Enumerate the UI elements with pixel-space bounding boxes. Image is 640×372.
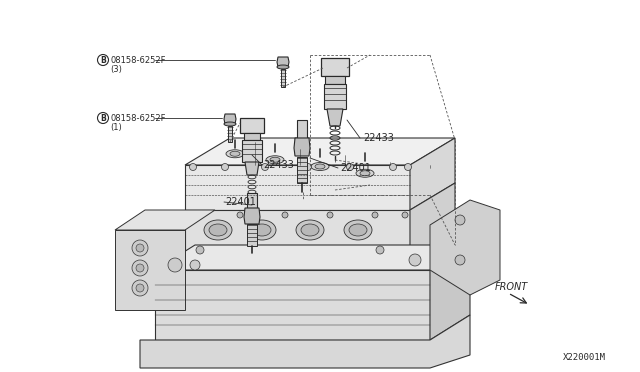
Ellipse shape <box>230 151 240 156</box>
Polygon shape <box>430 245 470 340</box>
Bar <box>247 224 257 246</box>
Circle shape <box>455 255 465 265</box>
Text: (1): (1) <box>110 122 122 131</box>
Polygon shape <box>140 315 470 368</box>
Ellipse shape <box>311 163 329 170</box>
Polygon shape <box>244 208 260 224</box>
Polygon shape <box>430 200 500 295</box>
Bar <box>321 58 349 76</box>
Ellipse shape <box>266 156 284 164</box>
Polygon shape <box>410 138 455 210</box>
Circle shape <box>376 246 384 254</box>
Circle shape <box>221 164 228 170</box>
Circle shape <box>402 262 408 268</box>
Circle shape <box>189 164 196 170</box>
Ellipse shape <box>270 157 280 162</box>
Bar <box>325 76 345 84</box>
Circle shape <box>327 262 333 268</box>
Ellipse shape <box>226 150 244 158</box>
Circle shape <box>402 212 408 218</box>
Bar <box>297 157 307 183</box>
Circle shape <box>196 246 204 254</box>
Bar <box>244 133 260 140</box>
Circle shape <box>168 258 182 272</box>
Ellipse shape <box>209 224 227 236</box>
Text: 22401: 22401 <box>225 197 256 207</box>
Circle shape <box>132 260 148 276</box>
Polygon shape <box>115 210 215 230</box>
Text: 22433: 22433 <box>263 160 294 170</box>
Circle shape <box>372 262 378 268</box>
Circle shape <box>327 212 333 218</box>
Bar <box>240 118 264 133</box>
Polygon shape <box>245 162 259 175</box>
Polygon shape <box>327 109 343 126</box>
Text: B: B <box>100 55 106 64</box>
Ellipse shape <box>315 164 325 169</box>
Circle shape <box>192 212 198 218</box>
Bar <box>281 69 285 87</box>
Ellipse shape <box>349 224 367 236</box>
Circle shape <box>409 254 421 266</box>
Polygon shape <box>410 183 455 270</box>
Circle shape <box>136 264 144 272</box>
Ellipse shape <box>224 122 236 126</box>
Circle shape <box>237 262 243 268</box>
Circle shape <box>282 262 288 268</box>
Bar <box>247 193 257 208</box>
Polygon shape <box>185 210 410 270</box>
Text: B: B <box>100 113 106 122</box>
Circle shape <box>262 164 269 170</box>
Circle shape <box>190 260 200 270</box>
Ellipse shape <box>296 220 324 240</box>
Ellipse shape <box>277 65 289 69</box>
Text: X220001M: X220001M <box>563 353 606 362</box>
Circle shape <box>192 262 198 268</box>
Ellipse shape <box>253 224 271 236</box>
Text: (3): (3) <box>110 64 122 74</box>
Ellipse shape <box>356 169 374 177</box>
Circle shape <box>404 164 412 170</box>
Circle shape <box>372 212 378 218</box>
Circle shape <box>390 164 397 170</box>
Ellipse shape <box>204 220 232 240</box>
Text: 08158-6252F: 08158-6252F <box>110 55 166 64</box>
Bar <box>297 120 307 138</box>
Circle shape <box>136 244 144 252</box>
Bar <box>242 140 262 162</box>
Circle shape <box>237 212 243 218</box>
Text: FRONT: FRONT <box>495 282 528 292</box>
Circle shape <box>132 280 148 296</box>
Text: 22433: 22433 <box>363 133 394 143</box>
Circle shape <box>132 240 148 256</box>
Polygon shape <box>185 138 455 165</box>
Circle shape <box>305 164 312 170</box>
Text: 08158-6252F: 08158-6252F <box>110 113 166 122</box>
Polygon shape <box>155 270 430 340</box>
Ellipse shape <box>301 224 319 236</box>
Text: 22401: 22401 <box>340 163 371 173</box>
Circle shape <box>455 215 465 225</box>
Polygon shape <box>277 57 289 67</box>
Ellipse shape <box>360 171 370 176</box>
Ellipse shape <box>344 220 372 240</box>
Polygon shape <box>224 114 236 124</box>
Polygon shape <box>185 165 410 210</box>
Circle shape <box>282 212 288 218</box>
Polygon shape <box>155 245 470 270</box>
Ellipse shape <box>248 220 276 240</box>
Circle shape <box>346 164 353 170</box>
Polygon shape <box>294 138 310 156</box>
Polygon shape <box>115 230 185 310</box>
Bar <box>324 84 346 109</box>
Bar <box>228 126 232 142</box>
Circle shape <box>136 284 144 292</box>
